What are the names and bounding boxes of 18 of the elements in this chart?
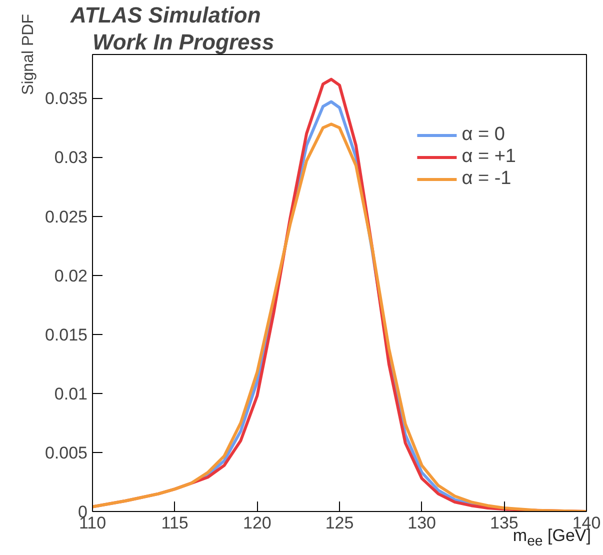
chart-title: ATLAS Simulation [70,2,261,28]
x-tick-label: 115 [161,514,188,532]
y-tick-label: 0.01 [54,384,88,404]
y-tick-label: 0.02 [54,266,88,286]
x-tick-label: 130 [408,514,436,532]
legend-label: α = +1 [462,146,516,168]
legend-label: α = -1 [462,168,512,190]
y-tick-label: 0.025 [44,207,88,226]
y-tick-label: 0.03 [54,148,88,168]
x-tick-label: 135 [490,514,518,532]
y-tick-label: 0.035 [44,89,88,108]
legend-label: α = 0 [462,124,505,146]
x-tick-label: 125 [325,514,354,532]
y-axis-title: Signal PDF [20,14,37,95]
y-tick-label: 0.005 [44,443,88,462]
x-tick-label: 120 [242,514,272,532]
chart-subtitle: Work In Progress [92,30,274,54]
y-tick-label: 0.015 [44,325,88,344]
